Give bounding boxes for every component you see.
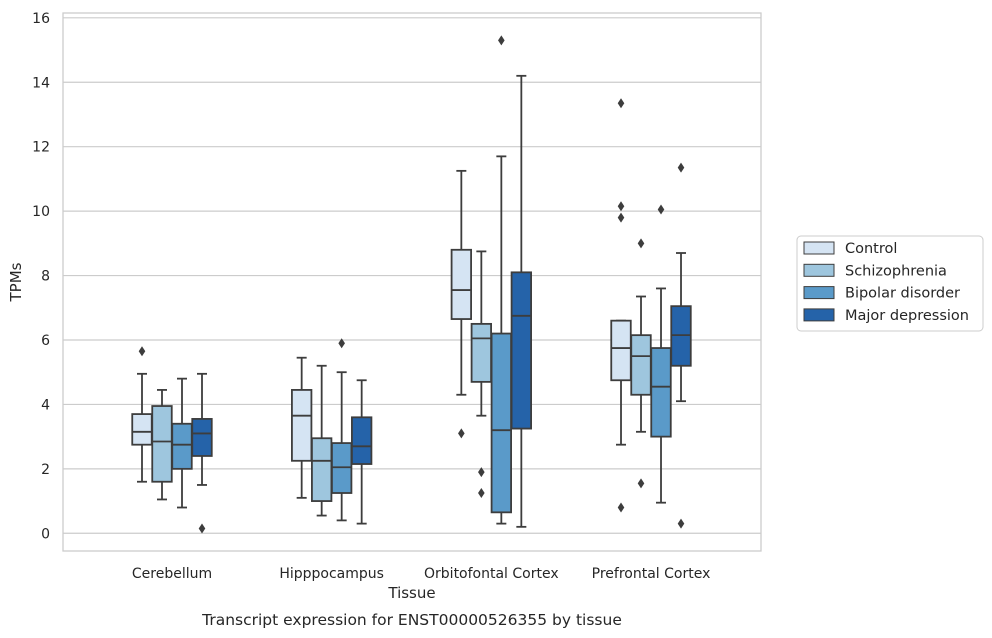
outlier-point xyxy=(198,523,206,534)
box-iqr xyxy=(510,271,532,430)
y-tick-label: 16 xyxy=(32,11,50,27)
y-tick-label: 2 xyxy=(41,462,50,478)
y-tick-label: 4 xyxy=(41,397,50,413)
outlier-point xyxy=(617,98,625,109)
boxes xyxy=(131,35,692,534)
y-tick-label: 12 xyxy=(32,140,50,156)
box-iqr xyxy=(630,334,652,396)
y-tick-label: 14 xyxy=(32,75,50,91)
legend-label: Control xyxy=(845,241,897,257)
box-major-depression xyxy=(510,74,532,528)
box-iqr xyxy=(311,437,333,502)
box-bipolar-disorder xyxy=(650,204,672,504)
y-tick-label: 10 xyxy=(32,204,50,220)
legend-label: Schizophrenia xyxy=(845,263,947,279)
outlier-point xyxy=(637,238,645,249)
x-tick-label: Orbitofontal Cortex xyxy=(424,566,559,582)
legend-swatch xyxy=(803,308,835,322)
legend-frame xyxy=(796,235,984,332)
box-iqr xyxy=(191,418,213,457)
box-bipolar-disorder xyxy=(171,377,193,509)
y-axis-label: TPMs xyxy=(7,262,25,302)
box-control xyxy=(291,356,313,499)
box-control xyxy=(450,169,472,439)
box-control xyxy=(610,98,632,513)
outlier-point xyxy=(338,338,345,349)
box-iqr xyxy=(171,422,193,470)
outlier-point xyxy=(657,204,665,215)
y-tick-label: 8 xyxy=(41,269,50,285)
plot-frame xyxy=(62,12,762,552)
box-iqr xyxy=(291,389,313,462)
outlier-point xyxy=(677,162,685,173)
box-major-depression xyxy=(670,162,692,529)
box-iqr xyxy=(470,322,492,383)
outlier-point xyxy=(637,478,645,489)
box-control xyxy=(131,346,153,483)
legend-swatch xyxy=(803,263,835,277)
outlier-point xyxy=(478,488,485,499)
y-tick-label: 0 xyxy=(41,526,50,542)
outlier-point xyxy=(617,201,625,212)
box-schizophrenia xyxy=(151,389,173,501)
legend-swatch xyxy=(803,286,835,300)
legend-label: Major depression xyxy=(845,308,969,324)
x-axis-label: Tissue xyxy=(387,584,435,602)
outlier-point xyxy=(478,467,485,478)
y-tick-labels: 0 2 4 6 8 10 12 14 16 xyxy=(32,11,50,542)
box-bipolar-disorder xyxy=(331,338,353,522)
box-schizophrenia xyxy=(311,364,333,517)
chart-caption: Transcript expression for ENST0000052635… xyxy=(201,611,622,629)
box-iqr xyxy=(131,413,153,446)
x-tick-label: Prefrontal Cortex xyxy=(592,566,711,582)
x-tick-labels: Cerebellum Hipppocampus Orbitofontal Corte… xyxy=(132,566,711,582)
outlier-point xyxy=(498,35,505,46)
box-schizophrenia xyxy=(630,238,652,489)
box-iqr xyxy=(650,347,672,438)
outlier-point xyxy=(458,428,465,439)
legend-swatch xyxy=(803,241,835,255)
x-tick-label: Cerebellum xyxy=(132,566,212,582)
box-iqr xyxy=(351,416,373,465)
box-iqr xyxy=(450,248,472,320)
x-tick-label: Hipppocampus xyxy=(279,566,384,582)
outlier-point xyxy=(138,346,146,357)
legend-label: Bipolar disorder xyxy=(845,286,960,302)
box-major-depression xyxy=(351,379,373,525)
legend: Control Schizophrenia Bipolar disorder Majo… xyxy=(796,235,984,332)
outlier-point xyxy=(617,212,625,223)
box-iqr xyxy=(610,319,632,382)
box-iqr xyxy=(490,332,512,514)
box-iqr xyxy=(151,405,173,483)
y-tick-label: 6 xyxy=(41,333,50,349)
box-schizophrenia xyxy=(470,250,492,499)
box-major-depression xyxy=(191,372,213,534)
outlier-point xyxy=(677,518,685,529)
outlier-point xyxy=(617,502,625,513)
box-bipolar-disorder xyxy=(490,35,512,525)
